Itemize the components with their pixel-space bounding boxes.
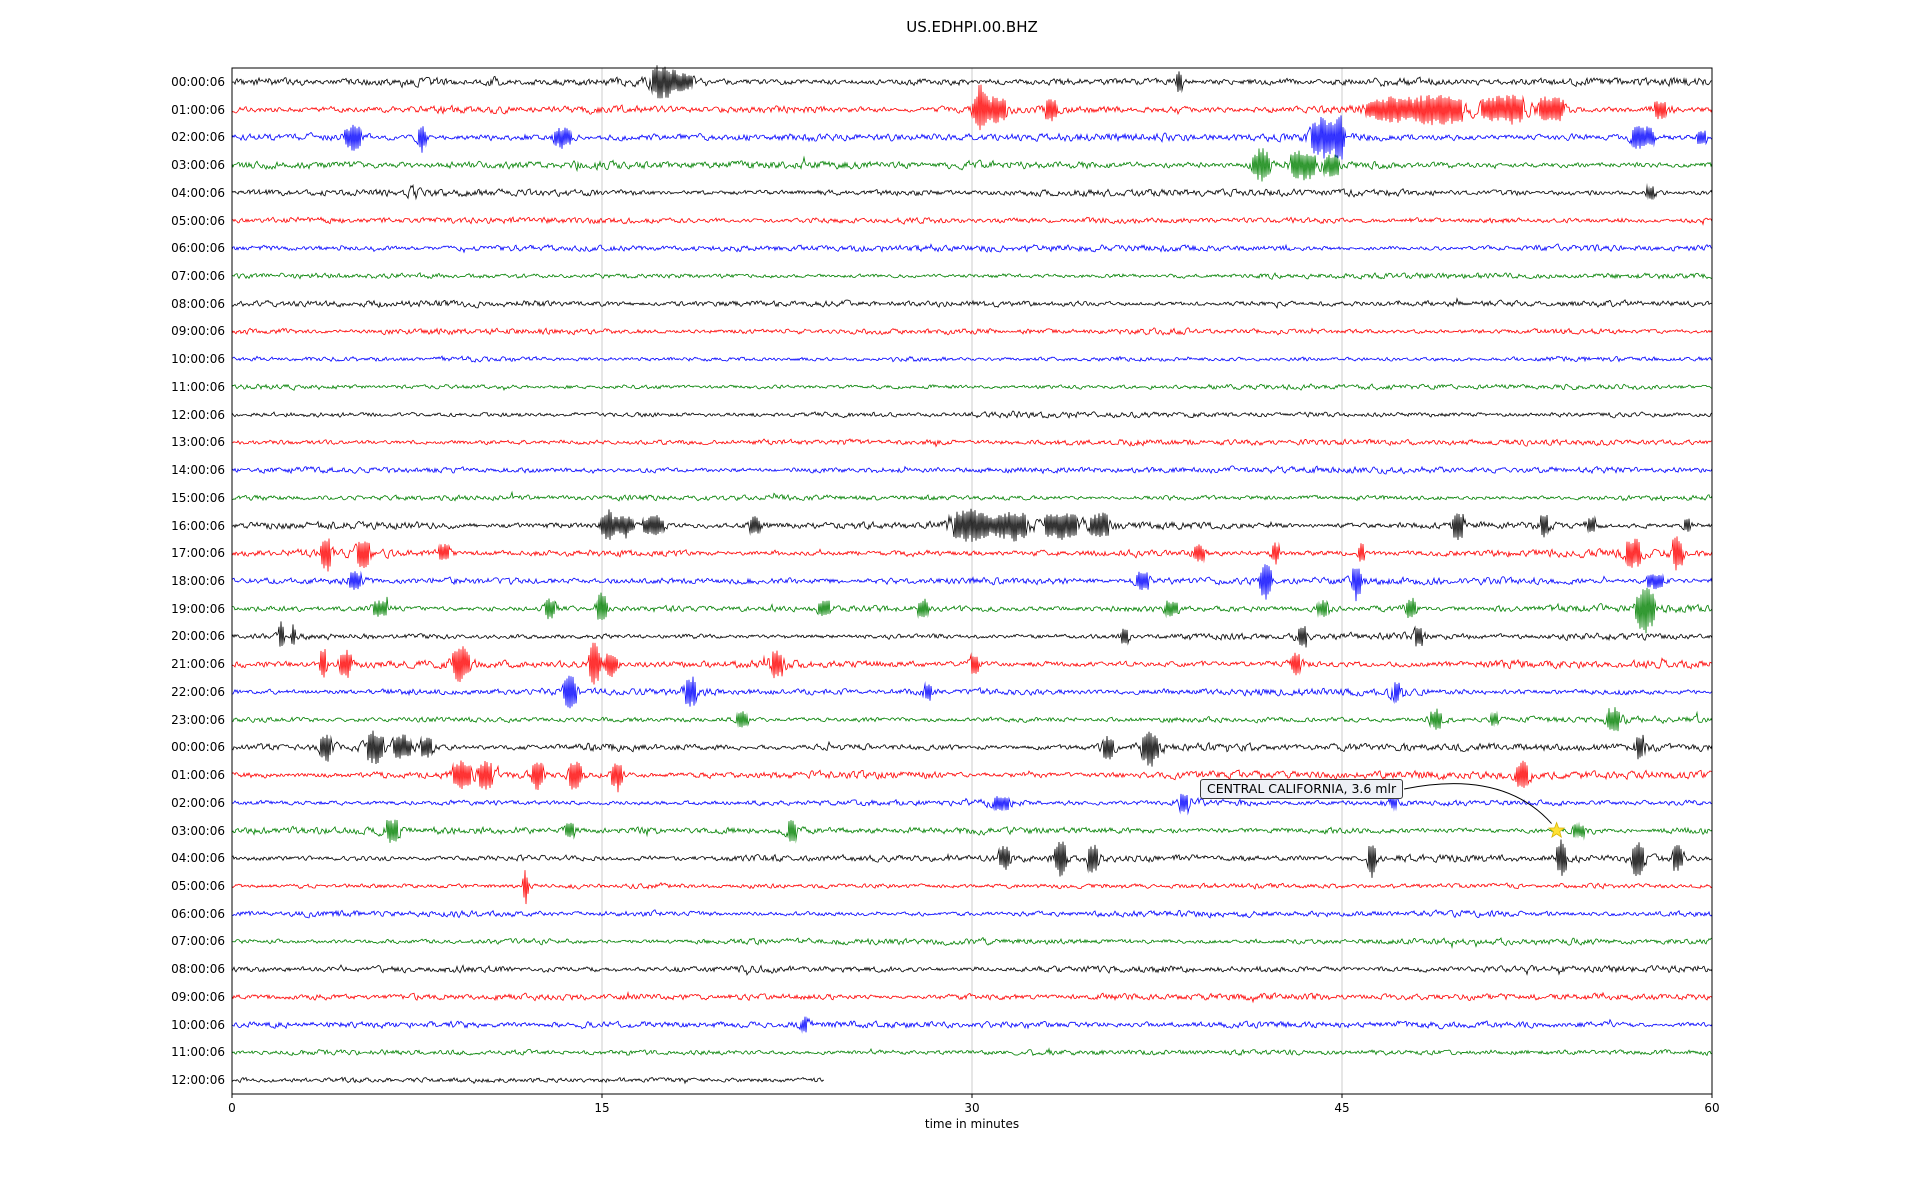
trace-time-label: 02:00:06 <box>171 130 225 145</box>
trace-time-label: 14:00:06 <box>171 463 225 478</box>
trace-time-label: 08:00:06 <box>171 296 225 311</box>
x-tick-label: 0 <box>228 1101 236 1115</box>
trace-time-label: 09:00:06 <box>171 324 225 339</box>
trace-time-label: 07:00:06 <box>171 268 225 283</box>
trace-time-label: 11:00:06 <box>171 1045 225 1060</box>
trace-time-label: 08:00:06 <box>171 962 225 977</box>
x-tick-label: 15 <box>594 1101 610 1115</box>
trace-time-label: 10:00:06 <box>171 352 225 367</box>
figure-title: US.EDHPI.00.BHZ <box>906 18 1038 36</box>
x-axis-title: time in minutes <box>924 1117 1020 1131</box>
trace-time-label: 07:00:06 <box>171 934 225 949</box>
trace-time-label: 00:00:06 <box>171 74 225 89</box>
x-tick-label: 30 <box>964 1101 980 1115</box>
trace-time-label: 18:00:06 <box>171 574 225 588</box>
trace-time-label: 04:00:06 <box>171 185 225 200</box>
trace-time-label: 10:00:06 <box>171 1017 225 1032</box>
trace-time-label: 05:00:06 <box>171 213 225 228</box>
trace-time-label: 12:00:06 <box>171 407 225 422</box>
trace-time-label: 22:00:06 <box>171 684 225 699</box>
trace-time-label: 05:00:06 <box>171 879 225 894</box>
trace-time-label: 12:00:06 <box>171 1073 225 1088</box>
trace-time-label: 03:00:06 <box>171 158 225 173</box>
trace-time-label: 21:00:06 <box>171 657 225 672</box>
trace-time-label: 15:00:06 <box>171 490 225 505</box>
trace-time-label: 11:00:06 <box>171 379 225 394</box>
x-tick-label: 45 <box>1334 1101 1350 1115</box>
event-annotation: CENTRAL CALIFORNIA, 3.6 mlr <box>1200 779 1404 799</box>
trace-time-label: 19:00:06 <box>171 601 225 616</box>
trace-time-label: 06:00:06 <box>171 906 225 921</box>
trace-time-label: 02:00:06 <box>171 795 225 810</box>
trace-time-label: 16:00:06 <box>171 518 225 533</box>
trace-time-label: 01:00:06 <box>171 102 225 117</box>
trace-time-label: 06:00:06 <box>171 241 225 256</box>
trace-time-label: 20:00:06 <box>171 629 225 644</box>
x-tick-label: 60 <box>1704 1101 1720 1115</box>
trace-time-label: 13:00:06 <box>171 435 225 450</box>
trace-time-label: 23:00:06 <box>171 712 225 727</box>
trace-time-label: 01:00:06 <box>171 768 225 783</box>
trace-time-label: 17:00:06 <box>171 546 225 561</box>
trace-time-label: 00:00:06 <box>171 740 225 755</box>
trace-time-label: 03:00:06 <box>171 823 225 838</box>
trace-time-label: 04:00:06 <box>171 851 225 866</box>
trace-time-label: 09:00:06 <box>171 989 225 1004</box>
